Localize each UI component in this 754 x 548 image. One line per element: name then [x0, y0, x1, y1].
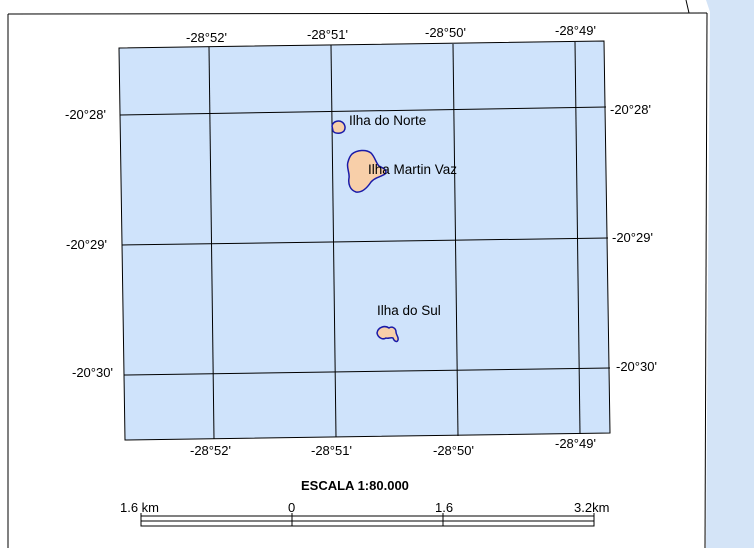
longitude-label-top: -28°49'	[555, 23, 596, 38]
longitude-label-bottom: -28°51'	[311, 443, 352, 458]
longitude-label-top: -28°52'	[186, 30, 227, 45]
place-label-ilha-do-norte: Ilha do Norte	[349, 113, 426, 128]
map-frame	[118, 40, 611, 441]
island-ilha-do-sul	[376, 325, 399, 343]
parallel-line	[123, 367, 611, 376]
scale-bar	[140, 513, 595, 527]
map-sheet-border	[7, 12, 708, 15]
scale-title: ESCALA 1:80.000	[301, 478, 409, 493]
latitude-label-left: -20°30'	[72, 365, 113, 380]
longitude-label-top: -28°51'	[307, 27, 348, 42]
latitude-label-right: -20°28'	[610, 102, 651, 117]
parallel-line	[119, 106, 607, 116]
longitude-label-bottom: -28°52'	[190, 443, 231, 458]
map-sheet-border	[685, 0, 690, 14]
longitude-label-bottom: -28°49'	[555, 436, 596, 451]
latitude-label-left: -20°29'	[66, 237, 107, 252]
map-sheet-border	[704, 12, 708, 548]
island-ilha-do-norte	[331, 120, 346, 134]
scale-tick-label: 1.6 km	[120, 500, 159, 515]
scale-tick-label: 0	[288, 500, 295, 515]
longitude-label-top: -28°50'	[425, 25, 466, 40]
island-ilha-martin-vaz	[346, 149, 387, 193]
place-label-ilha-martin-vaz: Ilha Martin Vaz	[368, 162, 457, 177]
latitude-label-right: -20°30'	[616, 359, 657, 374]
latitude-label-right: -20°29'	[612, 230, 653, 245]
latitude-label-left: -20°28'	[65, 107, 106, 122]
longitude-label-bottom: -28°50'	[433, 443, 474, 458]
scale-tick-label: 3.2km	[574, 500, 609, 515]
parallel-line	[121, 237, 609, 246]
scale-tick-label: 1.6	[435, 500, 453, 515]
place-label-ilha-do-sul: Ilha do Sul	[377, 303, 441, 318]
